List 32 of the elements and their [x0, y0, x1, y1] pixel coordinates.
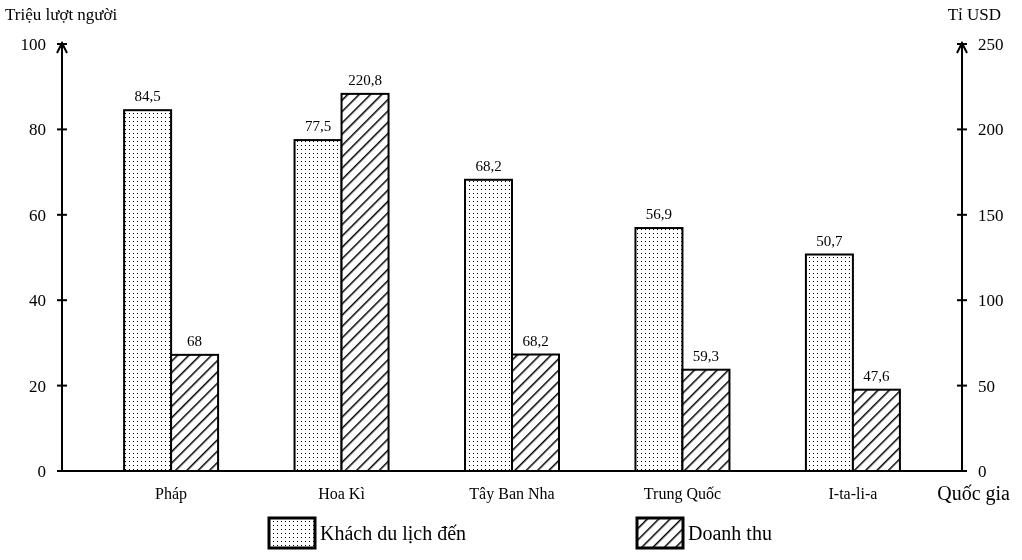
data-label: 50,7: [816, 232, 844, 249]
y2-tick-label: 250: [978, 34, 1004, 54]
y-tick-label: 80: [29, 120, 46, 140]
data-label: 68,2: [475, 157, 502, 174]
legend-label: Khách du lịch đến: [320, 522, 467, 544]
data-label: 47,6: [863, 367, 891, 384]
y-tick-label: 100: [20, 34, 46, 54]
x-tick-label: Tây Ban Nha: [469, 485, 555, 503]
y2-tick-label: 50: [978, 376, 995, 396]
y2-tick-label: 0: [978, 461, 987, 481]
data-label: 77,5: [304, 118, 332, 135]
data-label: 220,8: [348, 71, 382, 88]
data-label: 84,5: [134, 88, 161, 105]
y-axis-title: Triệu lượt người: [5, 5, 118, 24]
y2-axis-title: Tỉ USD: [947, 5, 1001, 24]
x-tick-label: Hoa Kì: [318, 485, 366, 502]
y-tick-label: 60: [29, 205, 46, 225]
y-tick-label: 20: [29, 376, 46, 396]
legend-label: Doanh thu: [688, 522, 772, 544]
x-tick-label: Pháp: [155, 485, 188, 503]
data-label: 59,3: [692, 347, 720, 364]
data-label: 68: [187, 332, 203, 349]
x-tick-label: Trung Quốc: [643, 485, 722, 503]
y2-tick-label: 150: [978, 205, 1004, 225]
y-tick-label: 40: [29, 291, 46, 311]
y2-tick-label: 200: [978, 120, 1004, 140]
y-tick-label: 0: [37, 461, 46, 481]
data-label: 68,2: [522, 332, 549, 349]
x-axis-title: Quốc gia: [937, 482, 1011, 505]
x-tick-label: I-ta-li-a: [828, 485, 878, 502]
data-label: 56,9: [645, 206, 673, 223]
y2-tick-label: 100: [978, 291, 1004, 311]
